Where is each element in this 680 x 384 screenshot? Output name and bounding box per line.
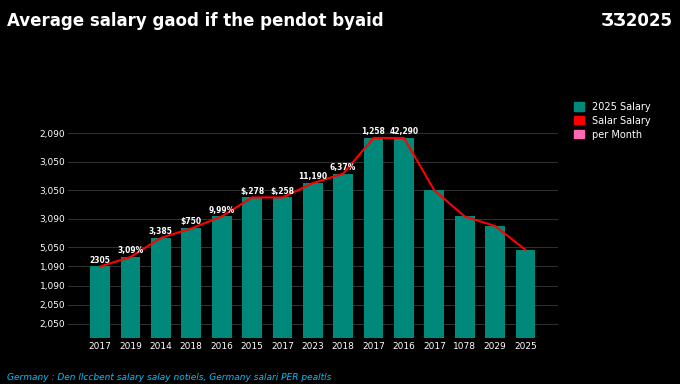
Text: 11,190: 11,190 <box>299 172 327 181</box>
Bar <box>120 257 140 338</box>
Bar <box>424 190 444 338</box>
Bar <box>515 250 535 338</box>
Text: 6,37%: 6,37% <box>330 163 356 172</box>
Bar <box>486 226 505 338</box>
Text: $,258: $,258 <box>271 187 294 195</box>
Text: 1,258: 1,258 <box>362 127 386 136</box>
Text: 2305: 2305 <box>90 256 111 265</box>
Text: $750: $750 <box>181 217 202 227</box>
Bar <box>303 183 323 338</box>
Text: $,278: $,278 <box>240 187 264 195</box>
Bar <box>455 217 475 338</box>
Text: Average salary gaod if the pendot byaid: Average salary gaod if the pendot byaid <box>7 12 384 30</box>
Text: 3,09%: 3,09% <box>118 246 143 255</box>
Text: 9,99%: 9,99% <box>209 205 235 215</box>
Bar <box>394 138 414 338</box>
Bar <box>182 228 201 338</box>
Text: 42,290: 42,290 <box>390 127 418 136</box>
Bar <box>90 266 110 338</box>
Text: 3,385: 3,385 <box>149 227 173 236</box>
Text: Germany : Den llccbent salary salay notiels, Germany salari PER pealtls: Germany : Den llccbent salary salay noti… <box>7 373 331 382</box>
Bar <box>151 238 171 338</box>
Legend: 2025 Salary, Salar Salary, per Month: 2025 Salary, Salar Salary, per Month <box>573 100 652 142</box>
Bar <box>211 217 231 338</box>
Bar <box>333 174 353 338</box>
Bar <box>364 138 384 338</box>
Bar <box>242 197 262 338</box>
Bar <box>273 197 292 338</box>
Text: ƷƷ2025: ƷƷ2025 <box>601 12 673 30</box>
